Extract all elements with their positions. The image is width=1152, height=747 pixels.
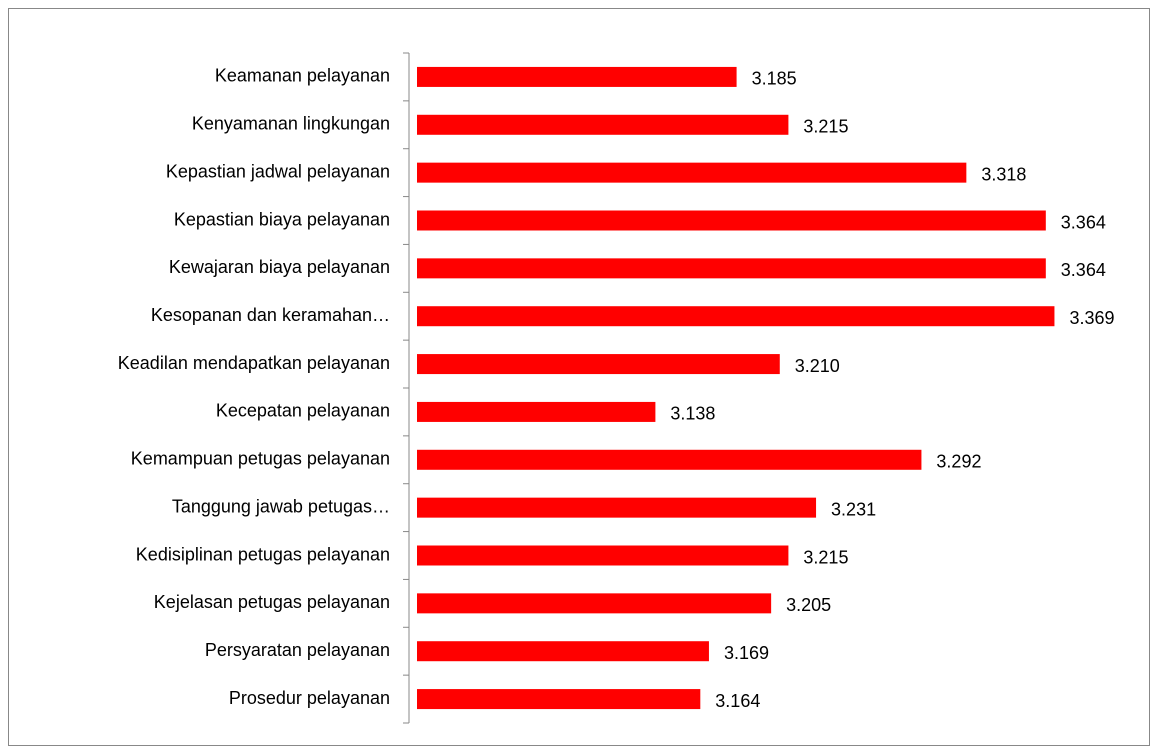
value-label: 3.364 — [1061, 260, 1106, 280]
value-label: 3.318 — [981, 164, 1026, 184]
value-label: 3.215 — [803, 117, 848, 137]
bar — [417, 66, 737, 87]
y-tick-label: Kewajaran biaya pelayanan — [169, 257, 390, 277]
value-label: 3.231 — [831, 499, 876, 519]
bar — [417, 258, 1046, 279]
value-label: 3.369 — [1069, 308, 1114, 328]
y-tick-label: Keamanan pelayanan — [215, 66, 390, 86]
y-tick-label: Kecepatan pelayanan — [216, 401, 390, 421]
value-label: 3.185 — [752, 69, 797, 89]
bar — [417, 306, 1055, 327]
bar — [417, 401, 656, 422]
bar — [417, 497, 817, 518]
y-tick-label: Keadilan mendapatkan pelayanan — [118, 353, 390, 373]
value-label: 3.138 — [670, 404, 715, 424]
bar — [417, 545, 789, 566]
value-label: 3.205 — [786, 595, 831, 615]
bar — [417, 162, 967, 183]
y-tick-label: Kesopanan dan keramahan… — [151, 305, 390, 325]
bar — [417, 210, 1046, 231]
bar — [417, 689, 701, 710]
bar — [417, 354, 780, 375]
value-label: 3.215 — [803, 547, 848, 567]
y-tick-label: Kepastian jadwal pelayanan — [166, 161, 390, 181]
y-tick-label: Kemampuan petugas pelayanan — [131, 449, 390, 469]
value-label: 3.210 — [795, 356, 840, 376]
bar — [417, 449, 922, 470]
y-tick-label: Prosedur pelayanan — [229, 688, 390, 708]
y-tick-label: Kenyamanan lingkungan — [192, 114, 390, 134]
value-label: 3.164 — [715, 691, 760, 711]
y-tick-label: Kedisiplinan petugas pelayanan — [136, 544, 390, 564]
value-label: 3.169 — [724, 643, 769, 663]
bar — [417, 114, 789, 135]
bar — [417, 641, 709, 662]
y-tick-label: Persyaratan pelayanan — [205, 640, 390, 660]
y-tick-label: Tanggung jawab petugas… — [172, 496, 390, 516]
bar — [417, 593, 772, 614]
y-tick-label: Kepastian biaya pelayanan — [174, 209, 390, 229]
value-label: 3.364 — [1061, 212, 1106, 232]
value-label: 3.292 — [936, 452, 981, 472]
y-tick-label: Kejelasan petugas pelayanan — [154, 592, 390, 612]
